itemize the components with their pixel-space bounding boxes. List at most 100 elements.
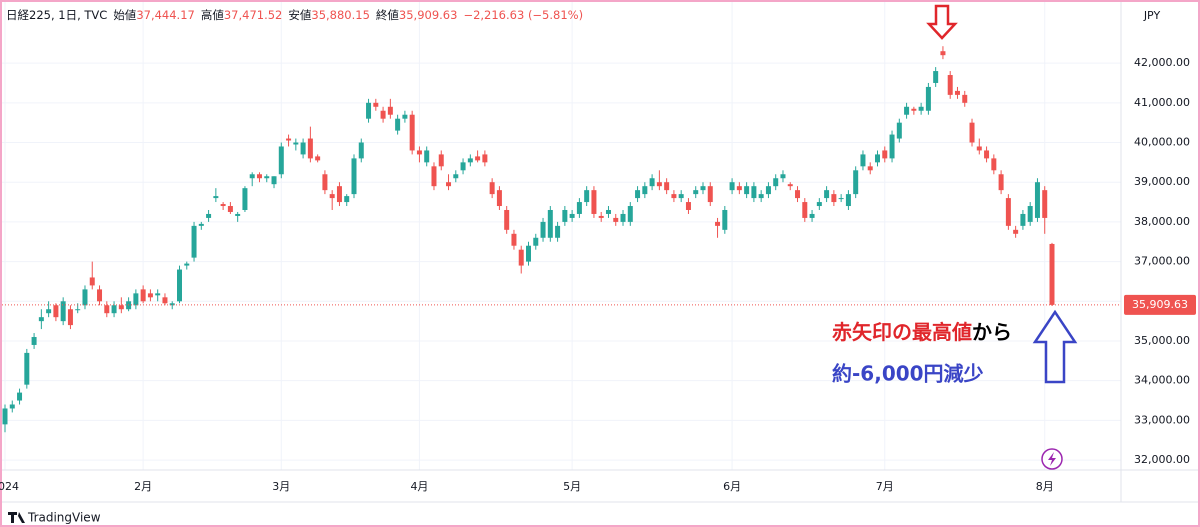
- y-tick-label: 41,000.00: [1134, 96, 1190, 109]
- candle-body: [67, 309, 73, 326]
- candle-body: [169, 303, 175, 306]
- candle-body: [1049, 243, 1055, 305]
- candle-body: [795, 190, 801, 199]
- candle-body: [1042, 190, 1048, 218]
- candle-body: [424, 150, 430, 163]
- candle-body: [722, 209, 728, 230]
- candle-body: [562, 209, 568, 222]
- candle-body: [998, 174, 1004, 191]
- candle-body: [511, 233, 517, 246]
- candle-body: [482, 154, 488, 163]
- candle-body: [446, 182, 452, 187]
- open-label: 始値: [113, 8, 136, 22]
- candle-body: [962, 94, 968, 103]
- candle-body: [438, 154, 444, 167]
- candle-body: [518, 249, 524, 266]
- y-tick-label: 40,000.00: [1134, 136, 1190, 149]
- currency-button[interactable]: [1132, 5, 1172, 27]
- y-tick-label: 37,000.00: [1134, 255, 1190, 268]
- low: 35,880.15: [311, 8, 370, 22]
- candle-body: [867, 166, 873, 171]
- candle-body: [976, 146, 982, 151]
- candle-body: [838, 198, 844, 200]
- candle-body: [627, 206, 633, 222]
- candle-body: [780, 174, 786, 179]
- candle-body: [1020, 213, 1026, 226]
- candle-body: [453, 174, 459, 179]
- high: 37,471.52: [224, 8, 283, 22]
- candle-body: [504, 209, 510, 230]
- candle-body: [664, 182, 670, 191]
- candle-body: [693, 190, 699, 195]
- candle-body: [358, 142, 364, 159]
- candle-body: [591, 190, 597, 214]
- candle-body: [860, 154, 866, 167]
- candle-body: [373, 102, 379, 107]
- candle-body: [904, 106, 910, 115]
- candle-body: [925, 86, 931, 111]
- candle-body: [598, 215, 604, 218]
- candle-body: [1034, 182, 1040, 218]
- candle-body: [816, 202, 822, 207]
- candle-body: [336, 186, 342, 203]
- plot-area: [2, 2, 1121, 470]
- y-tick-label: 35,000.00: [1134, 334, 1190, 347]
- candle-body: [744, 186, 750, 195]
- annotation-line1: 赤矢印の最高値から: [832, 320, 1012, 344]
- candle-body: [547, 209, 553, 238]
- annotation-black: から: [972, 320, 1012, 344]
- candle-body: [227, 206, 233, 212]
- x-tick-label: 2月: [134, 480, 152, 493]
- candle-body: [256, 174, 262, 179]
- candle-body: [635, 190, 641, 199]
- candle-body: [46, 309, 52, 314]
- logo-mark: [8, 512, 25, 523]
- candle-body: [875, 154, 880, 163]
- annotation-line2: 約-6,000円減少: [832, 362, 984, 386]
- candle-body: [264, 176, 270, 179]
- candle-body: [678, 194, 684, 199]
- annotation-red: 赤矢印の最高値: [832, 320, 972, 344]
- close-label: 終値: [376, 8, 399, 22]
- x-tick-label: 3月: [272, 480, 290, 493]
- candle-body: [17, 392, 23, 401]
- candle-body: [707, 186, 713, 203]
- y-tick-label: 33,000.00: [1134, 413, 1190, 426]
- candle-body: [751, 186, 757, 199]
- candle-body: [155, 293, 161, 296]
- candle-body: [75, 309, 81, 311]
- candle-body: [882, 150, 888, 159]
- candle-body: [60, 301, 66, 322]
- candle-body: [416, 150, 422, 155]
- candle-body: [809, 213, 815, 218]
- candle-body: [198, 223, 204, 226]
- candle-body: [315, 156, 321, 161]
- candle-body: [53, 305, 59, 318]
- currency[interactable]: JPY: [1143, 9, 1161, 22]
- y-tick-label: 42,000.00: [1134, 56, 1190, 69]
- symbol: 日経225, 1日, TVC: [6, 8, 107, 22]
- candle-body: [918, 106, 924, 111]
- candle-body: [940, 51, 946, 56]
- candle-body: [97, 289, 103, 302]
- high-label: 高値: [201, 8, 224, 22]
- candle-body: [184, 263, 190, 266]
- candle-body: [496, 190, 502, 207]
- candle-body: [38, 317, 44, 322]
- candle-body: [896, 122, 902, 139]
- y-tick-label: 34,000.00: [1134, 374, 1190, 387]
- x-tick-label: 4月: [410, 480, 428, 493]
- change: −2,216.63 (−5.81%): [463, 8, 583, 22]
- candle-body: [831, 194, 837, 203]
- candle-body: [460, 162, 466, 171]
- candle-body: [824, 190, 830, 199]
- x-tick-label: 8月: [1036, 480, 1054, 493]
- last-price-label: 35,909.63: [1132, 298, 1188, 311]
- candle-body: [1005, 198, 1011, 226]
- close: 35,909.63: [399, 8, 458, 22]
- candle-body: [242, 188, 248, 210]
- candle-body: [89, 277, 95, 286]
- candle-body: [584, 190, 590, 203]
- candle-body: [111, 305, 117, 314]
